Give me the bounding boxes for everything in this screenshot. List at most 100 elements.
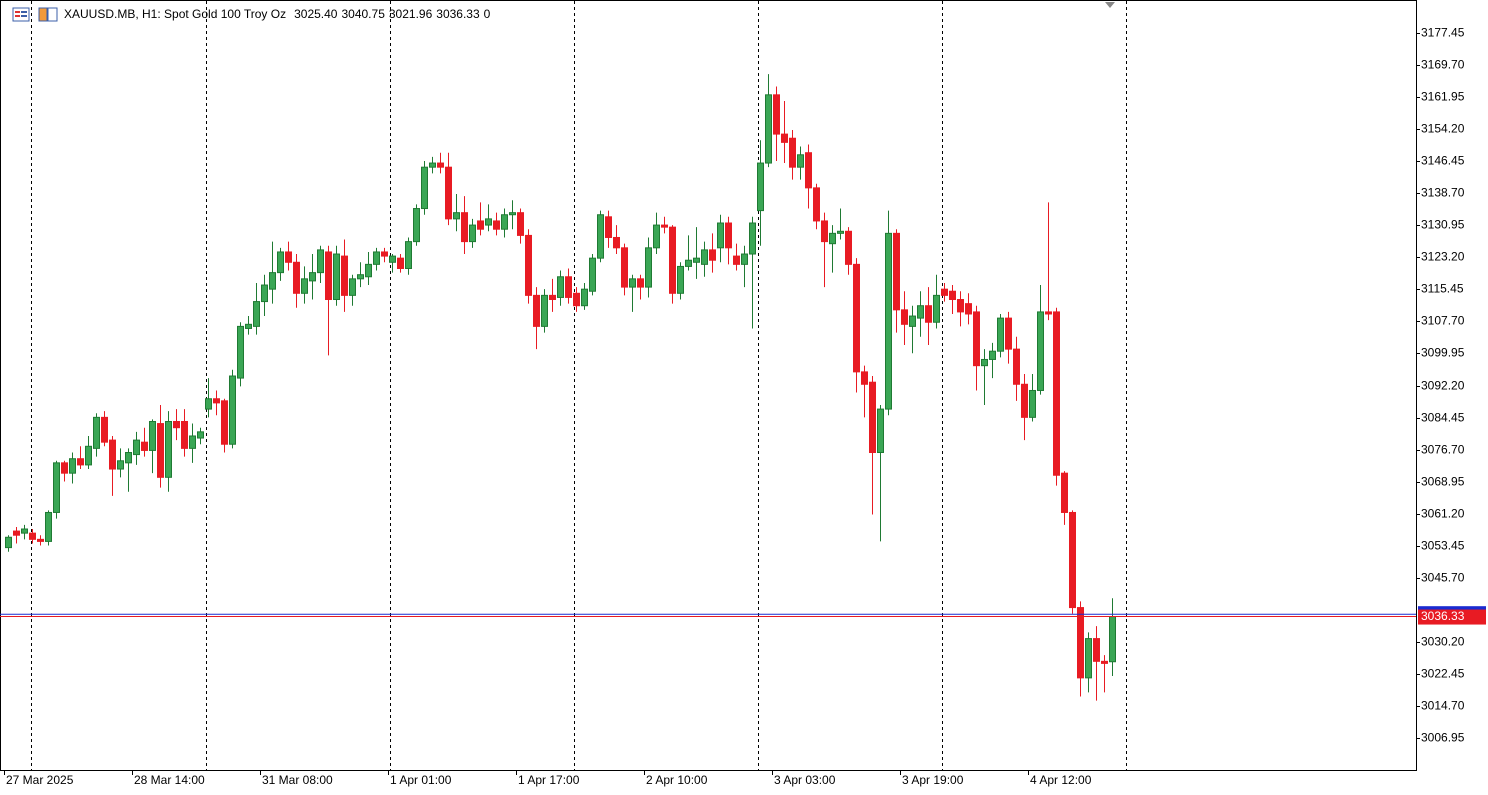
candle-body (557, 276, 564, 298)
candle-body (1021, 383, 1028, 418)
candle-body (1037, 311, 1044, 391)
candle-body (1069, 511, 1076, 609)
x-tick-label: 27 Mar 2025 (6, 773, 74, 787)
x-tick-label: 1 Apr 01:00 (390, 773, 452, 787)
candle-body (45, 511, 52, 542)
candle-body (685, 259, 692, 267)
candle-body (605, 216, 612, 238)
candle-body (925, 305, 932, 323)
y-tick-label: 3115.45 (1421, 282, 1464, 296)
menu-icon-part (15, 11, 20, 13)
header-value: 3036.33 (436, 7, 480, 21)
candle-body (165, 420, 172, 478)
candle-body (757, 162, 764, 212)
candle-body (837, 230, 844, 234)
candle-body (197, 431, 204, 439)
candle-body (933, 294, 940, 323)
candle-body (717, 222, 724, 249)
candle-body (37, 538, 44, 542)
candle-body (589, 257, 596, 292)
candle-body (261, 284, 268, 303)
candle-body (773, 94, 780, 135)
candle-body (1077, 607, 1084, 679)
y-tick-label: 3123.20 (1421, 250, 1465, 264)
candle-body (253, 301, 260, 327)
y-tick-label: 3076.70 (1421, 443, 1465, 457)
y-tick-label: 3161.95 (1421, 90, 1465, 104)
y-tick-label: 3130.95 (1421, 218, 1465, 232)
y-tick-label: 3084.45 (1421, 411, 1465, 425)
candle-body (341, 255, 348, 296)
y-tick-label: 3006.95 (1421, 731, 1465, 745)
candle-body (53, 462, 60, 513)
candle-body (517, 212, 524, 236)
x-tick-label: 31 Mar 08:00 (262, 773, 333, 787)
candle-body (429, 162, 436, 168)
candle-body (845, 230, 852, 265)
candle-body (149, 420, 156, 451)
candle-body (157, 423, 164, 478)
candle-body (645, 247, 652, 288)
menu-icon (12, 7, 30, 22)
candle-body (1029, 389, 1036, 418)
x-tick-label: 1 Apr 17:00 (518, 773, 580, 787)
header-value: 3040.75 (341, 7, 385, 21)
y-tick-label: 3138.70 (1421, 186, 1465, 200)
candle-body (381, 251, 388, 257)
header-value: 3025.40 (294, 7, 338, 21)
candle-body (653, 224, 660, 249)
candle-body (445, 166, 452, 220)
candle-body (637, 278, 644, 288)
symbol-icon (47, 7, 58, 22)
menu-icon-part (21, 11, 27, 13)
candle-body (277, 251, 284, 274)
menu-icon-part (21, 15, 27, 17)
candle-body (477, 220, 484, 230)
candle-body (789, 137, 796, 168)
candle-body (485, 218, 492, 226)
x-tick-label: 28 Mar 14:00 (134, 773, 205, 787)
candle-body (333, 253, 340, 301)
candle-body (101, 416, 108, 443)
candle-body (989, 350, 996, 360)
candle-body (389, 255, 396, 263)
candle-body (405, 241, 412, 269)
candle-body (285, 251, 292, 263)
candle-body (69, 458, 76, 474)
candle-body (1085, 638, 1092, 679)
x-tick-label: 3 Apr 19:00 (902, 773, 964, 787)
candle-body (373, 251, 380, 265)
y-tick-label: 3169.70 (1421, 58, 1465, 72)
candle-body (829, 232, 836, 245)
y-tick-label: 3030.20 (1421, 635, 1465, 649)
candle-body (133, 439, 140, 456)
x-tick-label: 2 Apr 10:00 (646, 773, 708, 787)
candle-body (885, 232, 892, 410)
candle-body (1013, 348, 1020, 385)
candle-body (997, 317, 1004, 352)
candle-body (413, 208, 420, 243)
header-value: 3021.96 (389, 7, 433, 21)
y-tick-label: 3045.70 (1421, 571, 1465, 585)
candle-body (461, 212, 468, 243)
candle-body (5, 536, 12, 549)
menu-icon-part (15, 15, 20, 17)
candle-body (421, 166, 428, 210)
bid-label: 3036.33 (1421, 609, 1465, 623)
plot-frame (0, 0, 1417, 771)
shift-marker (1105, 2, 1115, 8)
candle-body (877, 408, 884, 454)
y-tick-label: 3014.70 (1421, 699, 1465, 713)
candle-body (469, 224, 476, 243)
candle-body (1109, 616, 1116, 663)
candle-body (573, 292, 580, 307)
candle-body (221, 400, 228, 445)
candle-body (709, 249, 716, 261)
candle-body (309, 272, 316, 282)
y-tick-label: 3092.20 (1421, 379, 1465, 393)
candle-body (941, 288, 948, 296)
candle-body (565, 276, 572, 298)
candle-body (533, 294, 540, 327)
candle-body (765, 94, 772, 164)
candle-body (349, 278, 356, 296)
